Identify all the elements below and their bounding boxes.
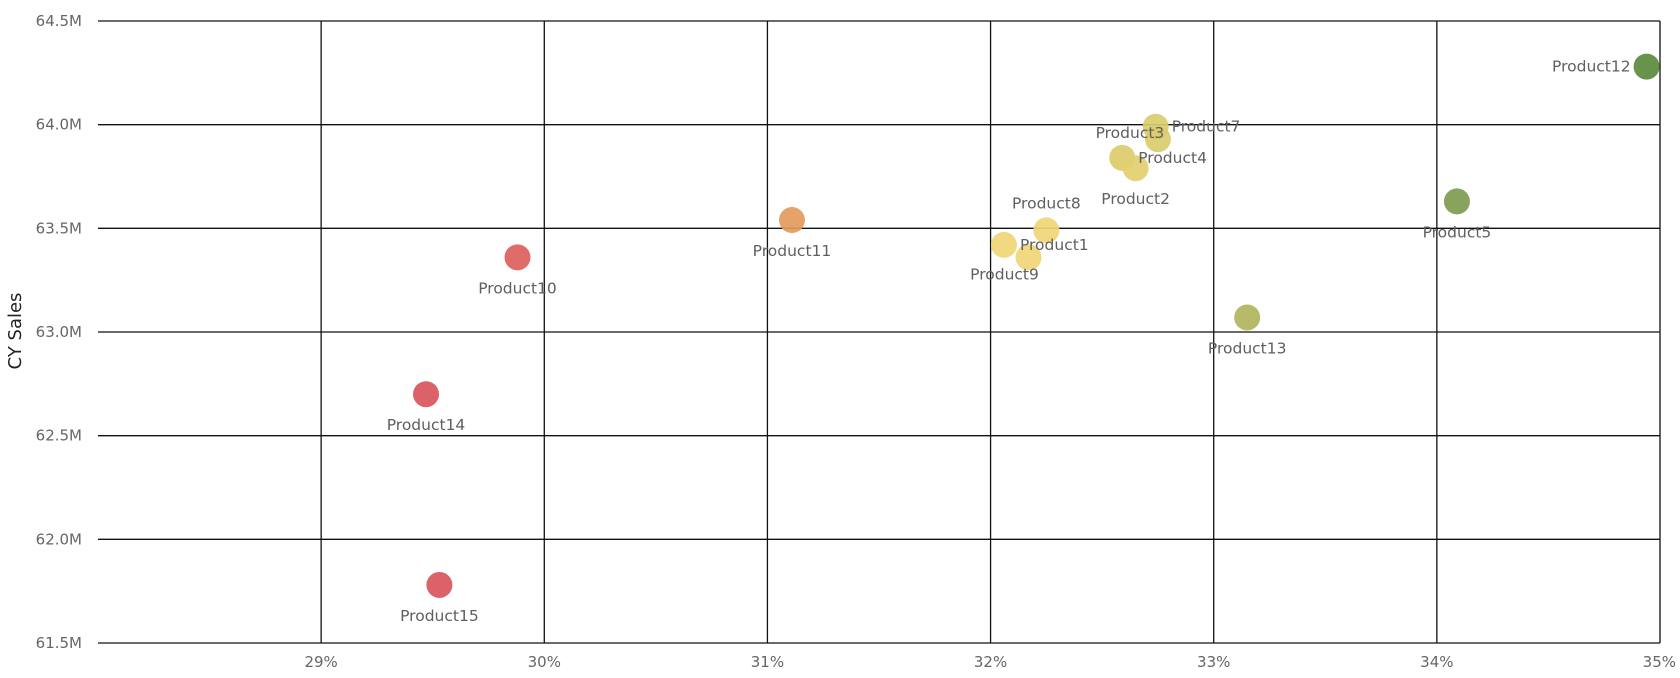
data-point[interactable]: [1443, 188, 1470, 215]
data-label: Product12: [1552, 58, 1631, 76]
data-label: Product13: [1208, 339, 1287, 357]
x-tick-label: 34%: [1420, 653, 1453, 671]
data-point[interactable]: [426, 571, 453, 598]
data-point[interactable]: [1633, 53, 1660, 80]
x-tick-label: 31%: [751, 653, 784, 671]
data-label: Product5: [1423, 223, 1492, 241]
data-labels: Product12 Product7 Product3 Product4 Product…: [387, 58, 1631, 625]
y-tick-label: 62.0M: [36, 530, 82, 548]
x-tick-label: 29%: [304, 653, 337, 671]
data-point[interactable]: [1234, 304, 1261, 331]
data-label: Product4: [1138, 149, 1207, 167]
y-tick-label: 62.5M: [36, 427, 82, 445]
data-point[interactable]: [990, 231, 1017, 258]
x-tick-label: 30%: [528, 653, 561, 671]
data-point[interactable]: [1144, 126, 1171, 153]
y-tick-label: 64.5M: [36, 12, 82, 30]
data-label: Product14: [387, 416, 466, 434]
data-point[interactable]: [778, 207, 805, 234]
x-tick-label: 32%: [974, 653, 1007, 671]
y-tick-label: 64.0M: [36, 116, 82, 134]
y-tick-label: 61.5M: [36, 634, 82, 652]
data-label: Product7: [1172, 118, 1241, 136]
data-points: [413, 53, 1660, 598]
data-label: Product9: [970, 265, 1039, 283]
data-point[interactable]: [1015, 244, 1042, 271]
y-axis-title: CY Sales: [5, 293, 26, 370]
data-label: Product2: [1101, 190, 1170, 208]
data-point[interactable]: [413, 381, 440, 408]
x-tick-label: 35%: [1643, 653, 1676, 671]
data-label: Product10: [478, 279, 557, 297]
gridlines: [98, 20, 1661, 644]
data-label: Product1: [1020, 236, 1089, 254]
y-axis-ticks: 64.5M 64.0M 63.5M 63.0M 62.5M 62.0M 61.5M: [36, 12, 82, 652]
x-tick-label: 33%: [1197, 653, 1230, 671]
y-tick-label: 63.0M: [36, 323, 82, 341]
y-tick-label: 63.5M: [36, 219, 82, 237]
data-point[interactable]: [1122, 155, 1149, 182]
data-point[interactable]: [504, 244, 531, 271]
data-label: Product3: [1096, 124, 1165, 142]
x-axis-ticks: 29% 30% 31% 32% 33% 34% 35%: [304, 653, 1676, 671]
data-label: Product8: [1012, 194, 1081, 212]
data-label: Product11: [753, 242, 832, 260]
data-label: Product15: [400, 607, 479, 625]
data-point[interactable]: [1033, 217, 1060, 244]
